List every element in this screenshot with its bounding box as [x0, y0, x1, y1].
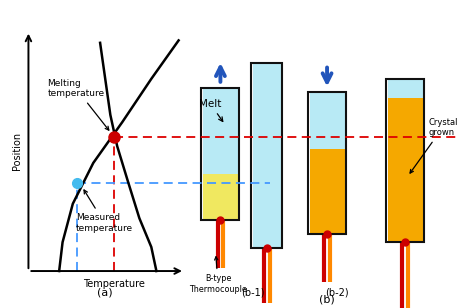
Text: Measured
temperature: Measured temperature [76, 190, 133, 233]
Bar [203, 89, 238, 174]
Text: Temperature: Temperature [83, 279, 145, 289]
Bar [388, 79, 423, 98]
Text: Melting
temperature: Melting temperature [47, 79, 109, 130]
Bar [251, 63, 282, 248]
Bar [251, 63, 282, 248]
Bar [253, 64, 281, 248]
Bar [310, 93, 345, 149]
Bar [253, 247, 281, 248]
Text: Position: Position [11, 132, 22, 170]
Text: (b-1): (b-1) [241, 288, 265, 298]
Text: (a): (a) [98, 288, 113, 298]
Bar [386, 79, 424, 242]
Bar [388, 98, 423, 241]
Text: (b-2): (b-2) [325, 288, 348, 298]
Text: (b): (b) [319, 294, 335, 304]
Text: Melt: Melt [199, 99, 223, 121]
Bar [386, 79, 424, 242]
Bar [203, 174, 238, 219]
Text: B-type
Thermocouple: B-type Thermocouple [189, 257, 247, 294]
Bar [201, 88, 239, 220]
Bar [201, 88, 239, 220]
Bar [308, 92, 346, 234]
Bar [310, 149, 345, 233]
Bar [308, 92, 346, 234]
Text: Crystal
grown: Crystal grown [410, 118, 457, 173]
